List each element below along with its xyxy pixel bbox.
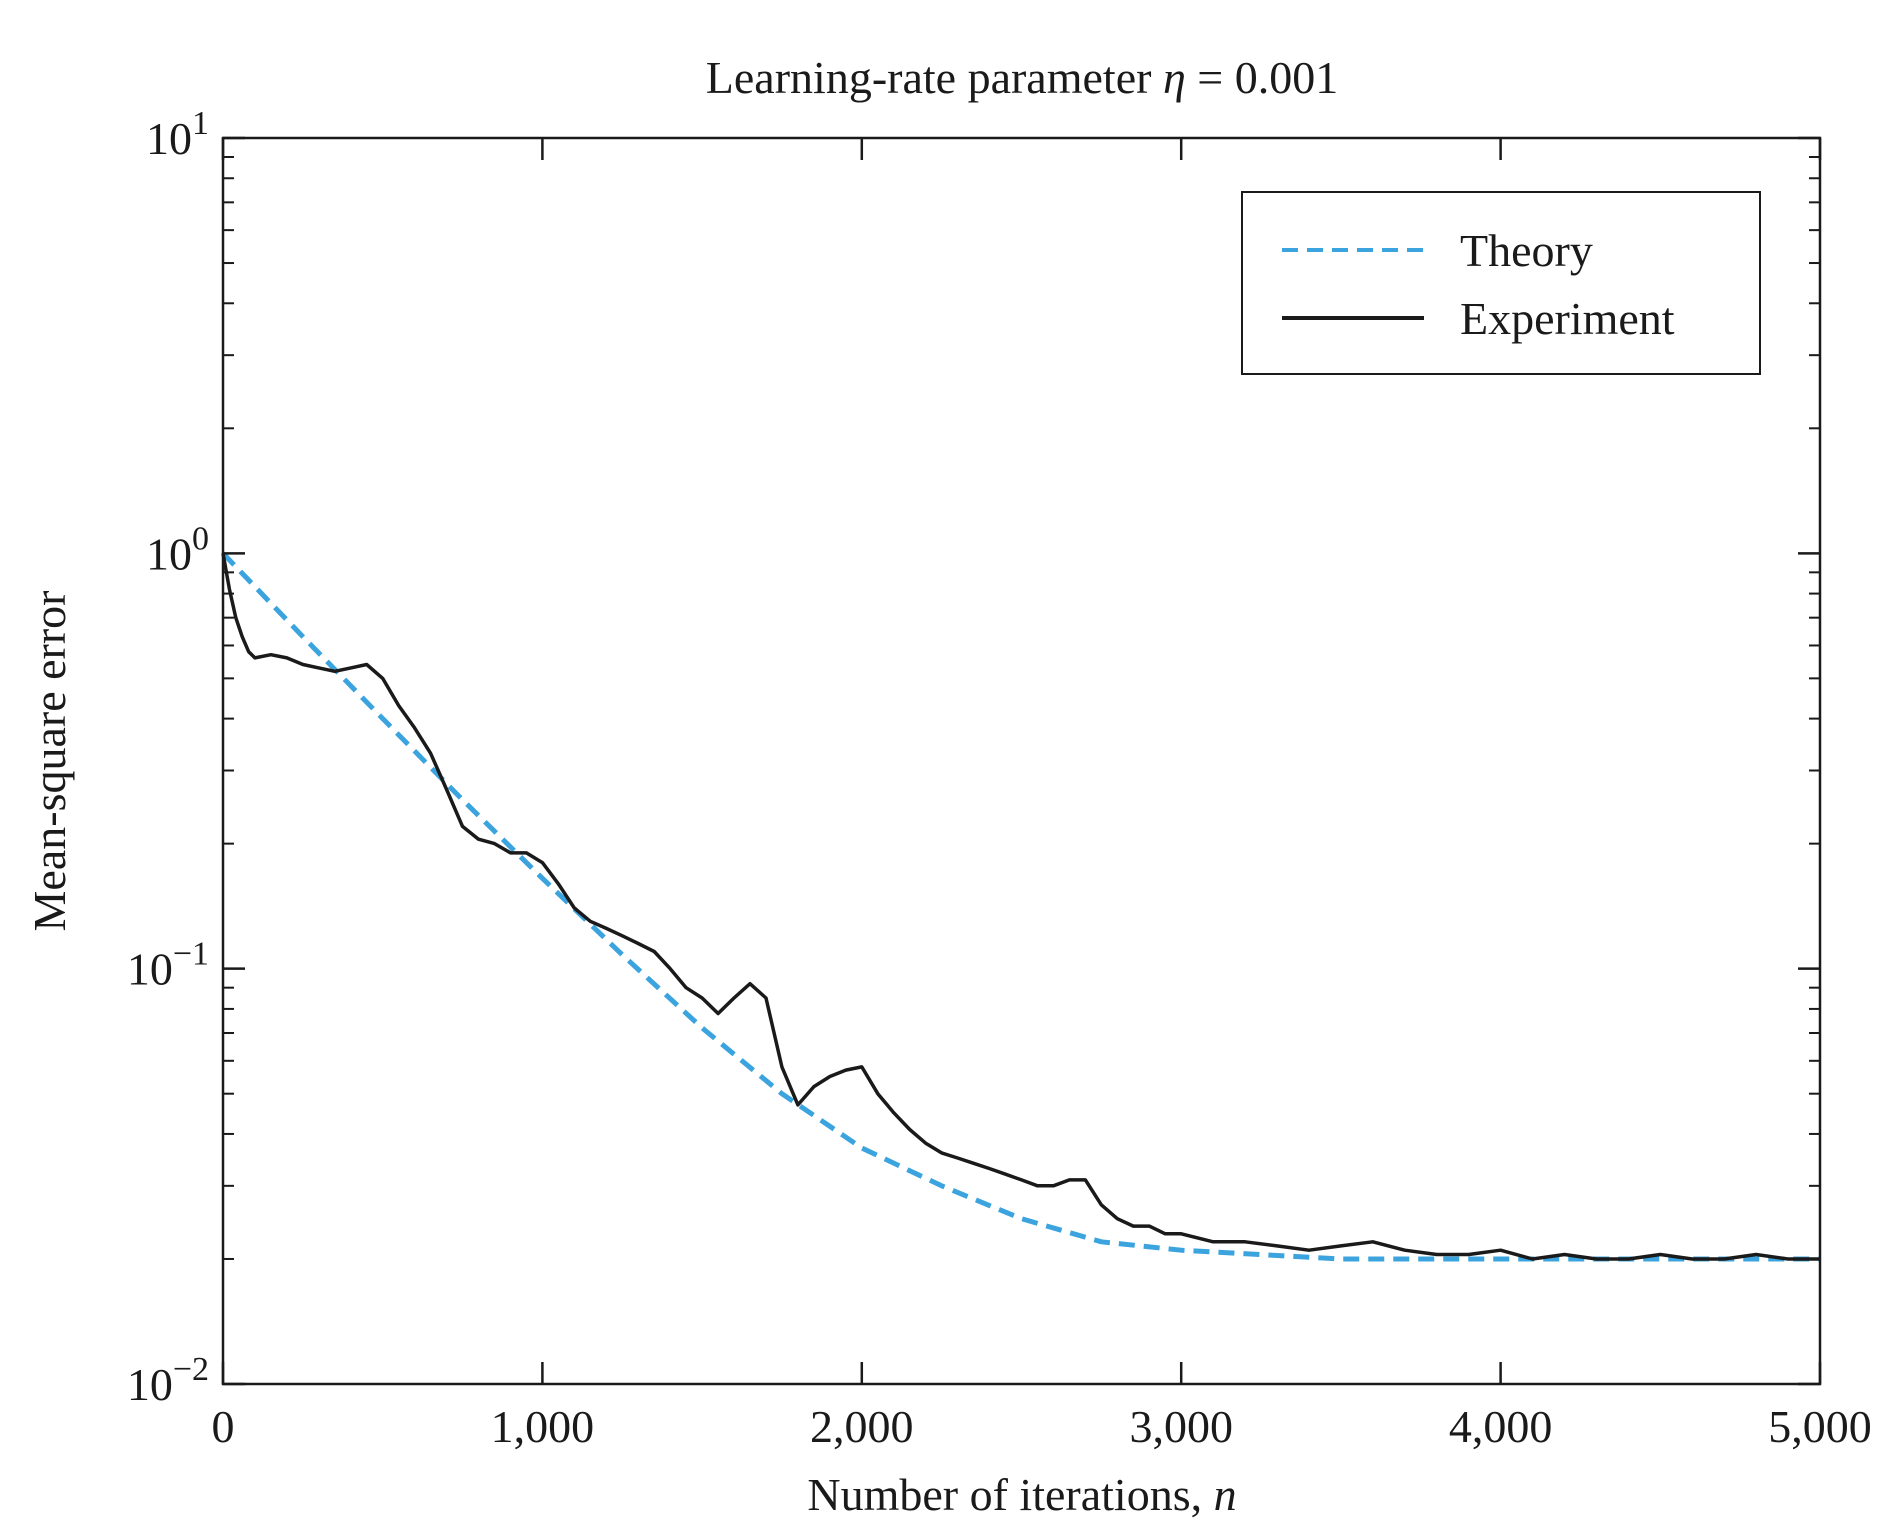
y-tick-label: 100: [146, 520, 209, 579]
x-tick-label: 3,000: [1129, 1401, 1233, 1452]
y-tick-label: 10−1: [127, 936, 209, 995]
legend-label-experiment: Experiment: [1460, 293, 1675, 344]
y-tick-labels: 10−2 10−1 100 101: [127, 105, 209, 1410]
y-axis-label: Mean-square error: [24, 591, 75, 932]
x-tick-label: 5,000: [1768, 1401, 1872, 1452]
series-line-theory: [221, 551, 1820, 1262]
y-tick-label: 10−2: [127, 1351, 209, 1410]
x-axis-label: Number of iterations, n: [807, 1469, 1236, 1520]
x-tick-label: 1,000: [491, 1401, 595, 1452]
x-tick-label: 2,000: [810, 1401, 914, 1452]
plot-frame: [221, 136, 1822, 1386]
x-tick-label: 0: [212, 1401, 235, 1452]
legend: Theory Experiment: [1241, 191, 1761, 375]
legend-box: [1241, 191, 1761, 375]
chart-title: Learning-rate parameter η = 0.001: [706, 52, 1338, 103]
series-layer: [221, 551, 1820, 1262]
y-tick-label: 101: [146, 105, 209, 164]
series-line-experiment: [221, 552, 1820, 1261]
x-tick-label: 4,000: [1449, 1401, 1553, 1452]
minor-ticks: [223, 156, 1820, 1260]
legend-label-theory: Theory: [1460, 225, 1593, 276]
x-tick-labels: 0 1,000 2,000 3,000 4,000 5,000: [212, 1401, 1872, 1452]
